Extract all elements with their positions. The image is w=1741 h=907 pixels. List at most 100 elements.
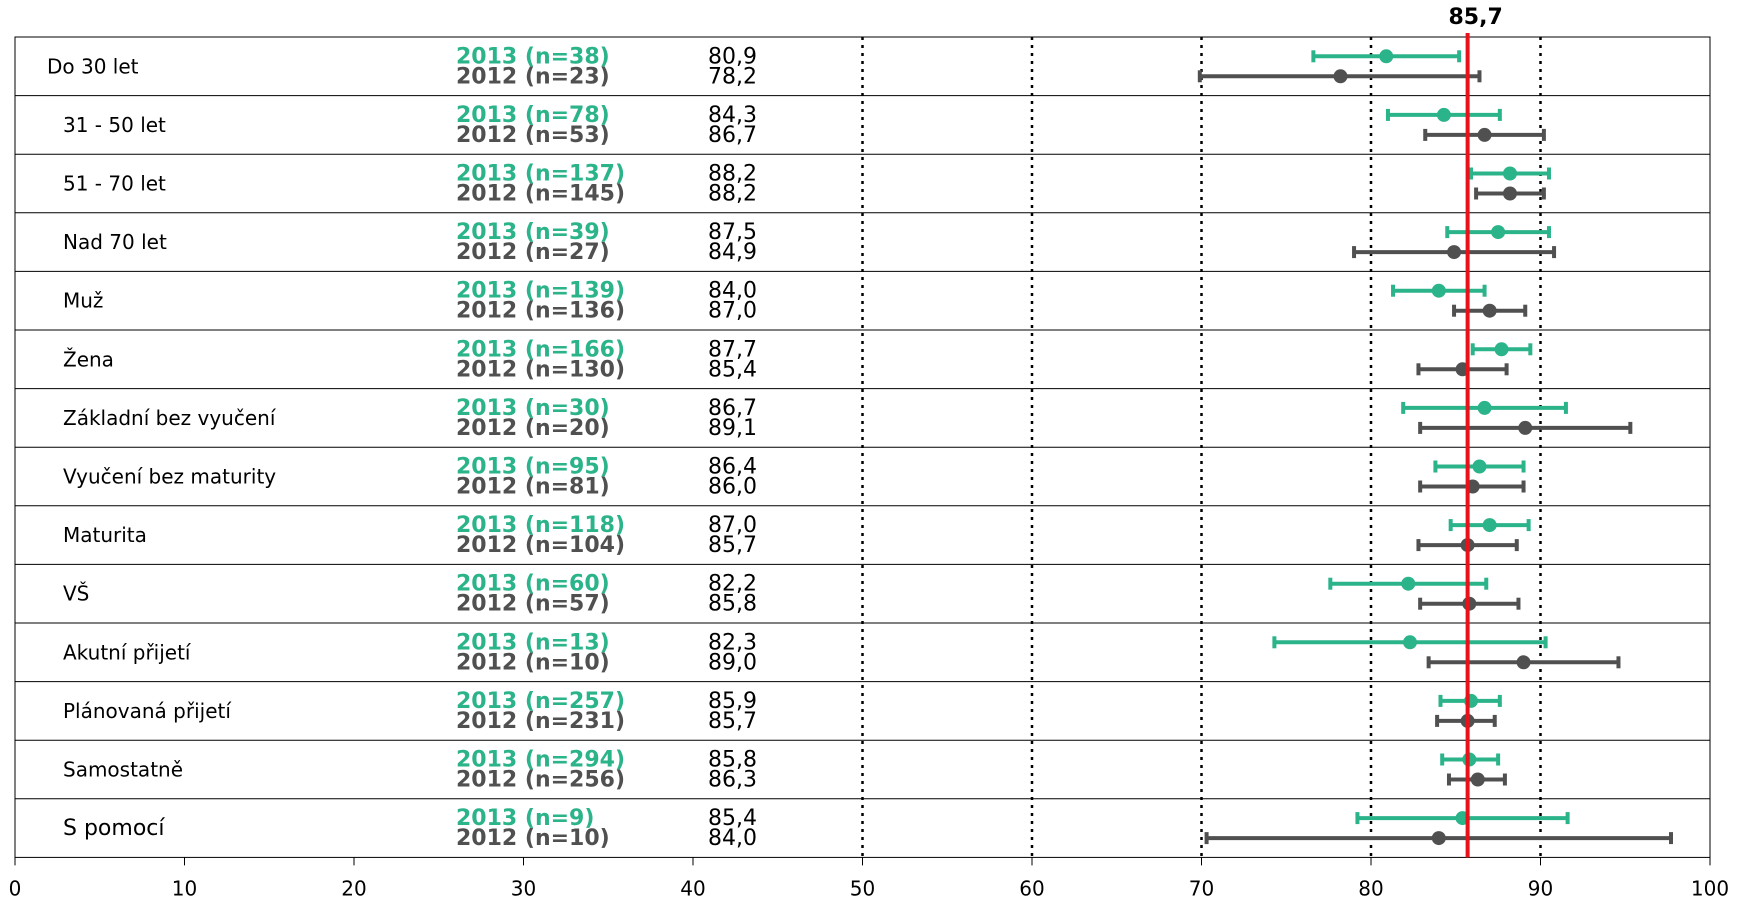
row-label: Samostatně (63, 758, 183, 782)
series-label-2012: 2012 (n=231) (456, 709, 625, 734)
series-label-2013: 2013 (n=294) (456, 748, 625, 773)
value-label-2012: 88,2 (708, 182, 757, 207)
series-label-2012: 2012 (n=81) (456, 475, 610, 500)
value-label-2012: 85,8 (708, 592, 757, 617)
row-label: Akutní přijetí (63, 640, 192, 664)
x-tick-label: 70 (1189, 876, 1214, 900)
row-label: VŠ (63, 582, 89, 606)
series-label-2013: 2013 (n=257) (456, 689, 625, 714)
series-label-2012: 2012 (n=256) (456, 768, 625, 793)
series-label-2013: 2013 (n=38) (456, 44, 610, 69)
series-label-2012: 2012 (n=10) (456, 826, 610, 851)
value-label-2013: 85,9 (708, 689, 757, 714)
series-label-2013: 2013 (n=118) (456, 513, 625, 538)
point-2013 (1491, 225, 1506, 240)
series-label-2012: 2012 (n=104) (456, 533, 625, 558)
point-2013 (1436, 107, 1451, 122)
value-label-2012: 84,0 (708, 826, 757, 851)
value-label-2013: 84,0 (708, 279, 757, 304)
series-label-2012: 2012 (n=57) (456, 592, 610, 617)
value-label-2012: 85,7 (708, 533, 757, 558)
series-label-2012: 2012 (n=27) (456, 240, 610, 265)
x-tick-label: 10 (172, 876, 197, 900)
x-tick-label: 20 (341, 876, 366, 900)
value-label-2013: 88,2 (708, 162, 757, 187)
series-label-2012: 2012 (n=20) (456, 416, 610, 441)
series-label-2012: 2012 (n=23) (456, 64, 610, 89)
value-label-2013: 87,5 (708, 220, 757, 245)
series-label-2013: 2013 (n=166) (456, 337, 625, 362)
row-label: Nad 70 let (63, 230, 167, 254)
value-label-2012: 86,0 (708, 475, 757, 500)
point-2013 (1401, 576, 1416, 591)
x-tick-label: 30 (511, 876, 536, 900)
value-label-2012: 85,7 (708, 709, 757, 734)
row-label: Žena (63, 347, 114, 371)
value-label-2013: 80,9 (708, 44, 757, 69)
x-tick-label: 50 (850, 876, 875, 900)
point-2013 (1502, 166, 1517, 181)
value-label-2013: 87,7 (708, 337, 757, 362)
row-label: 51 - 70 let (63, 172, 166, 196)
value-label-2012: 89,1 (708, 416, 757, 441)
point-2012 (1516, 655, 1531, 670)
point-2013 (1494, 342, 1509, 357)
series-label-2013: 2013 (n=39) (456, 220, 610, 245)
row-label: Základní bez vyučení (63, 406, 277, 430)
reference-label: 85,7 (1448, 5, 1502, 30)
point-2013 (1482, 518, 1497, 533)
value-label-2012: 86,3 (708, 768, 757, 793)
row-label: Plánovaná přijetí (63, 699, 232, 723)
series-label-2013: 2013 (n=30) (456, 396, 610, 421)
point-2012 (1333, 69, 1348, 84)
point-2012 (1431, 831, 1446, 846)
point-2012 (1502, 186, 1517, 201)
series-label-2013: 2013 (n=78) (456, 103, 610, 128)
value-label-2012: 86,7 (708, 123, 757, 148)
x-tick-label: 0 (9, 876, 22, 900)
series-label-2012: 2012 (n=136) (456, 299, 625, 324)
series-label-2013: 2013 (n=139) (456, 279, 625, 304)
point-2012 (1477, 127, 1492, 142)
value-label-2013: 82,2 (708, 572, 757, 597)
point-2013 (1477, 400, 1492, 415)
value-label-2013: 82,3 (708, 630, 757, 655)
series-label-2012: 2012 (n=130) (456, 357, 625, 382)
value-label-2013: 86,4 (708, 455, 757, 480)
value-label-2012: 78,2 (708, 64, 757, 89)
value-label-2013: 85,8 (708, 748, 757, 773)
row-label: Maturita (63, 523, 147, 547)
value-label-2013: 87,0 (708, 513, 757, 538)
point-2012 (1447, 245, 1462, 260)
series-label-2013: 2013 (n=13) (456, 630, 610, 655)
series-label-2012: 2012 (n=145) (456, 182, 625, 207)
x-tick-label: 90 (1528, 876, 1553, 900)
value-label-2012: 87,0 (708, 299, 757, 324)
point-2013 (1402, 635, 1417, 650)
row-label: S pomocí (63, 816, 165, 841)
point-2013 (1431, 283, 1446, 298)
series-label-2012: 2012 (n=53) (456, 123, 610, 148)
point-2012 (1470, 772, 1485, 787)
x-tick-label: 80 (1358, 876, 1383, 900)
x-tick-label: 40 (680, 876, 705, 900)
row-label: Vyučení bez maturity (63, 465, 276, 489)
value-label-2013: 85,4 (708, 806, 757, 831)
x-tick-label: 60 (1019, 876, 1044, 900)
point-2012 (1518, 420, 1533, 435)
series-label-2013: 2013 (n=95) (456, 455, 610, 480)
series-label-2013: 2013 (n=9) (456, 806, 594, 831)
series-label-2012: 2012 (n=10) (456, 650, 610, 675)
value-label-2013: 86,7 (708, 396, 757, 421)
row-label: 31 - 50 let (63, 113, 166, 137)
value-label-2012: 89,0 (708, 650, 757, 675)
row-label: Muž (63, 289, 103, 313)
point-2012 (1482, 303, 1497, 318)
value-label-2013: 84,3 (708, 103, 757, 128)
x-tick-label: 100 (1691, 876, 1729, 900)
value-label-2012: 85,4 (708, 357, 757, 382)
value-label-2012: 84,9 (708, 240, 757, 265)
row-label: Do 30 let (47, 54, 139, 78)
